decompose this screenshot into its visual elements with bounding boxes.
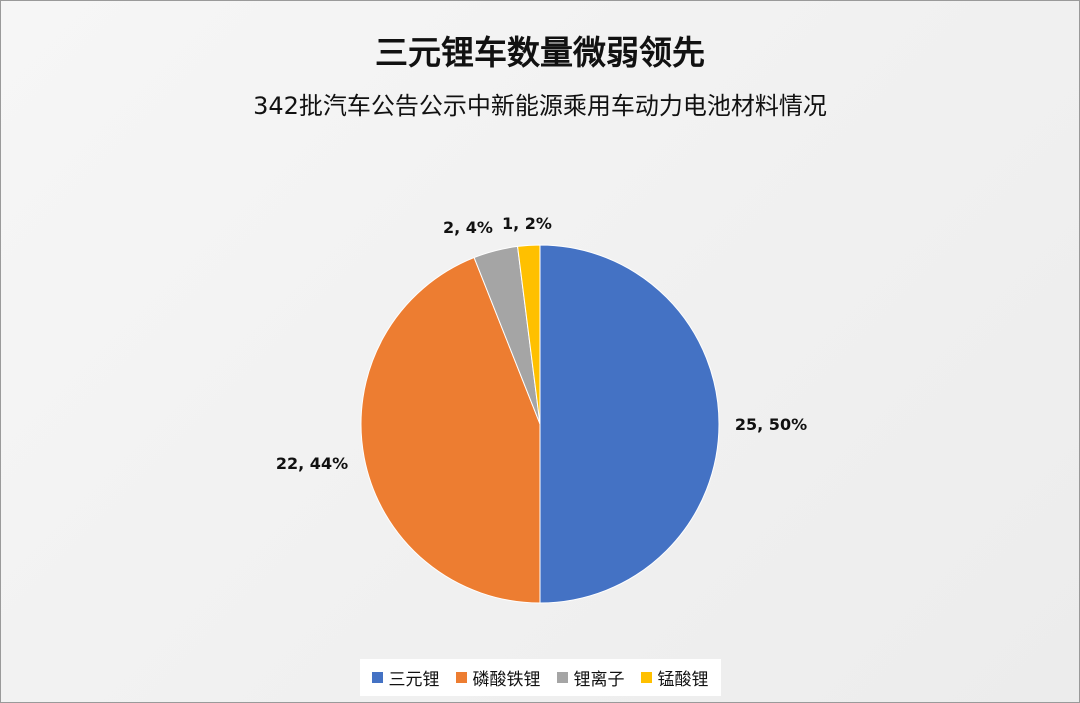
data-label-2: 22, 44% — [276, 454, 348, 473]
legend-box: 三元锂 磷酸铁锂 锂离子 锰酸锂 — [359, 659, 721, 696]
pie-slice-4 — [517, 244, 541, 425]
legend-label: 磷酸铁锂 — [472, 670, 541, 690]
pie-slice-2 — [360, 256, 541, 604]
legend-label: 锰酸锂 — [657, 670, 709, 690]
legend-label: 三元锂 — [388, 670, 440, 690]
legend-swatch — [556, 672, 568, 683]
legend-label: 锂离子 — [573, 670, 625, 690]
data-label-3: 2, 4% — [443, 218, 493, 237]
legend: 三元锂 磷酸铁锂 锂离子 锰酸锂 — [0, 659, 1080, 696]
legend-item-3: 锂离子 — [556, 665, 625, 690]
chart-subtitle: 342批汽车公告公示中新能源乘用车动力电池材料情况 — [253, 92, 827, 120]
legend-swatch — [371, 672, 383, 683]
legend-item-1: 三元锂 — [371, 665, 440, 690]
chart-title: 三元锂车数量微弱领先 — [375, 33, 705, 72]
data-label-1: 25, 50% — [735, 415, 807, 434]
legend-item-4: 锰酸锂 — [640, 665, 709, 690]
legend-item-2: 磷酸铁锂 — [455, 665, 541, 690]
legend-swatch — [455, 672, 467, 683]
legend-swatch — [640, 672, 652, 683]
data-label-4: 1, 2% — [502, 214, 552, 233]
pie-slice-1 — [539, 244, 720, 604]
